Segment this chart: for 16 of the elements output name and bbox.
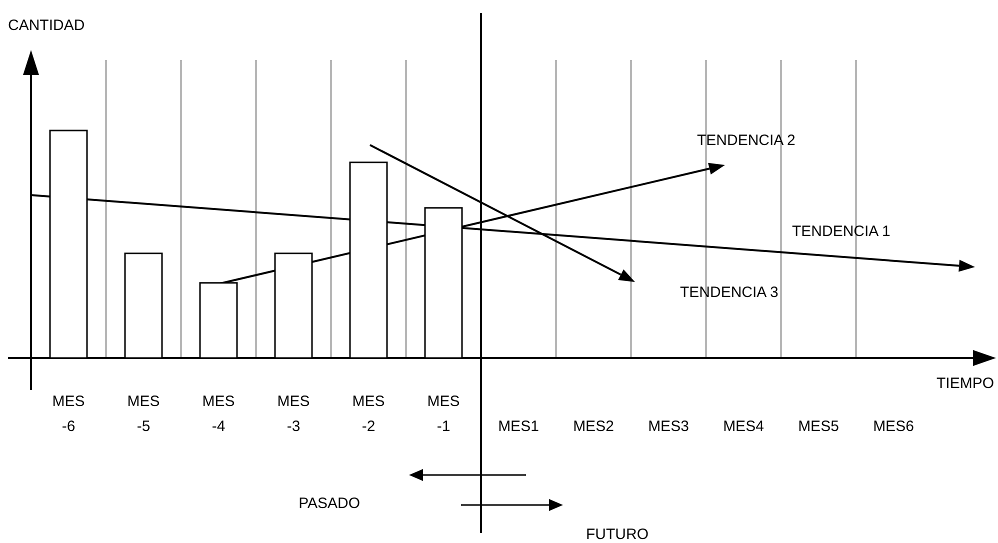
x-tick-label: MES3 (648, 418, 689, 435)
x-tick-label: MES -2 (352, 393, 385, 435)
text: CANTIDAD (8, 17, 85, 34)
x-tick-label: MES5 (798, 418, 839, 435)
x-tick-label: MES6 (873, 418, 914, 435)
text: PASADO (298, 495, 360, 512)
text: FUTURO (586, 526, 648, 543)
x-tick-label: MES -6 (52, 393, 85, 435)
x-axis-title: TIEMPO (936, 375, 994, 392)
x-tick-label: MES -5 (127, 393, 160, 435)
x-tick-label: MES -1 (427, 393, 460, 435)
x-tick-label: MES -3 (277, 393, 310, 435)
x-tick-label: MES2 (573, 418, 614, 435)
x-tick-label: MES4 (723, 418, 764, 435)
x-tick-label: MES -4 (202, 393, 235, 435)
x-tick-label: MES1 (498, 418, 539, 435)
